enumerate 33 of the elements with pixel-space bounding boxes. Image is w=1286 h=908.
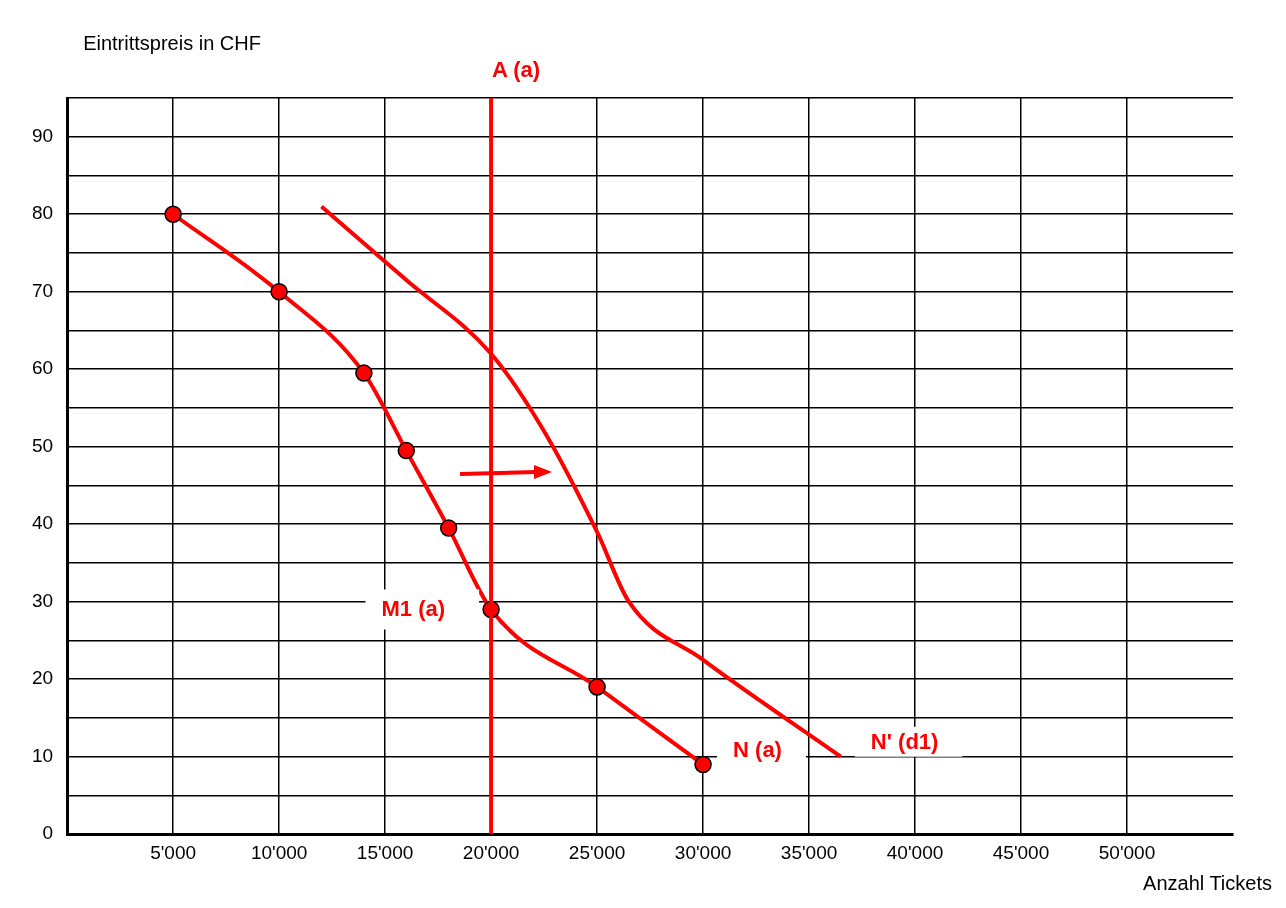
- point: [439, 519, 458, 537]
- series-label: N (a): [733, 736, 782, 762]
- x-tick-label: 40'000: [886, 841, 944, 863]
- y-tick-label: 30: [31, 589, 54, 611]
- series-label: N' (d1): [870, 728, 939, 754]
- y-tick-label: 70: [31, 279, 54, 301]
- x-tick-label: 45'000: [992, 841, 1050, 863]
- x-tick-label: 50'000: [1098, 841, 1156, 863]
- y-tick-label: 90: [31, 124, 54, 146]
- x-tick-label: 25'000: [568, 841, 626, 863]
- x-tick-label: 5'000: [150, 841, 197, 863]
- y-tick-label: 50: [31, 434, 54, 456]
- y-tick-label: 40: [31, 512, 54, 534]
- x-tick-label: 35'000: [780, 841, 838, 863]
- y-tick-label: 60: [31, 357, 54, 379]
- x-tick-label: 10'000: [250, 841, 308, 863]
- point: [270, 282, 288, 301]
- point: [164, 205, 182, 223]
- y-tick-label: 0: [42, 822, 54, 844]
- annotation: M1 (a): [381, 595, 446, 621]
- y-axis-title: Eintrittspreis in CHF: [83, 31, 261, 54]
- point: [694, 755, 712, 774]
- y-tick-label: 10: [31, 744, 54, 766]
- x-tick-label: 30'000: [674, 841, 732, 863]
- x-axis-title: Anzahl Tickets: [1143, 871, 1272, 894]
- point: [397, 441, 416, 460]
- y-tick-label: 80: [31, 202, 54, 224]
- point: [588, 678, 606, 696]
- point: [355, 364, 373, 382]
- x-tick-label: 20'000: [462, 841, 520, 863]
- y-tick-label: 20: [31, 667, 54, 689]
- series-label: A (a): [492, 57, 541, 83]
- x-tick-label: 15'000: [356, 841, 414, 863]
